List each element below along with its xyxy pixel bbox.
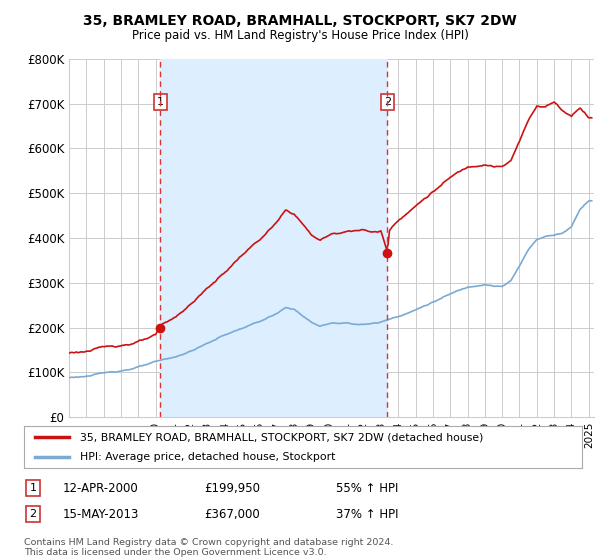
Text: 35, BRAMLEY ROAD, BRAMHALL, STOCKPORT, SK7 2DW (detached house): 35, BRAMLEY ROAD, BRAMHALL, STOCKPORT, S… bbox=[80, 432, 483, 442]
Text: 15-MAY-2013: 15-MAY-2013 bbox=[63, 507, 139, 521]
Text: 2: 2 bbox=[29, 509, 37, 519]
Text: HPI: Average price, detached house, Stockport: HPI: Average price, detached house, Stoc… bbox=[80, 452, 335, 462]
Text: 55% ↑ HPI: 55% ↑ HPI bbox=[336, 482, 398, 495]
Text: 37% ↑ HPI: 37% ↑ HPI bbox=[336, 507, 398, 521]
Text: Contains HM Land Registry data © Crown copyright and database right 2024.
This d: Contains HM Land Registry data © Crown c… bbox=[24, 538, 394, 557]
Text: £367,000: £367,000 bbox=[204, 507, 260, 521]
Text: 1: 1 bbox=[29, 483, 37, 493]
Text: £199,950: £199,950 bbox=[204, 482, 260, 495]
Text: 2: 2 bbox=[384, 97, 391, 107]
Text: 35, BRAMLEY ROAD, BRAMHALL, STOCKPORT, SK7 2DW: 35, BRAMLEY ROAD, BRAMHALL, STOCKPORT, S… bbox=[83, 14, 517, 28]
Bar bbox=[160, 59, 387, 417]
Text: 1: 1 bbox=[157, 97, 164, 107]
Text: 12-APR-2000: 12-APR-2000 bbox=[63, 482, 139, 495]
Text: Price paid vs. HM Land Registry's House Price Index (HPI): Price paid vs. HM Land Registry's House … bbox=[131, 29, 469, 42]
